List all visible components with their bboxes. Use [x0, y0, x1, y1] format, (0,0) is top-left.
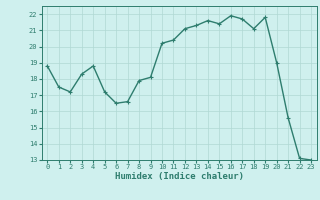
- X-axis label: Humidex (Indice chaleur): Humidex (Indice chaleur): [115, 172, 244, 181]
